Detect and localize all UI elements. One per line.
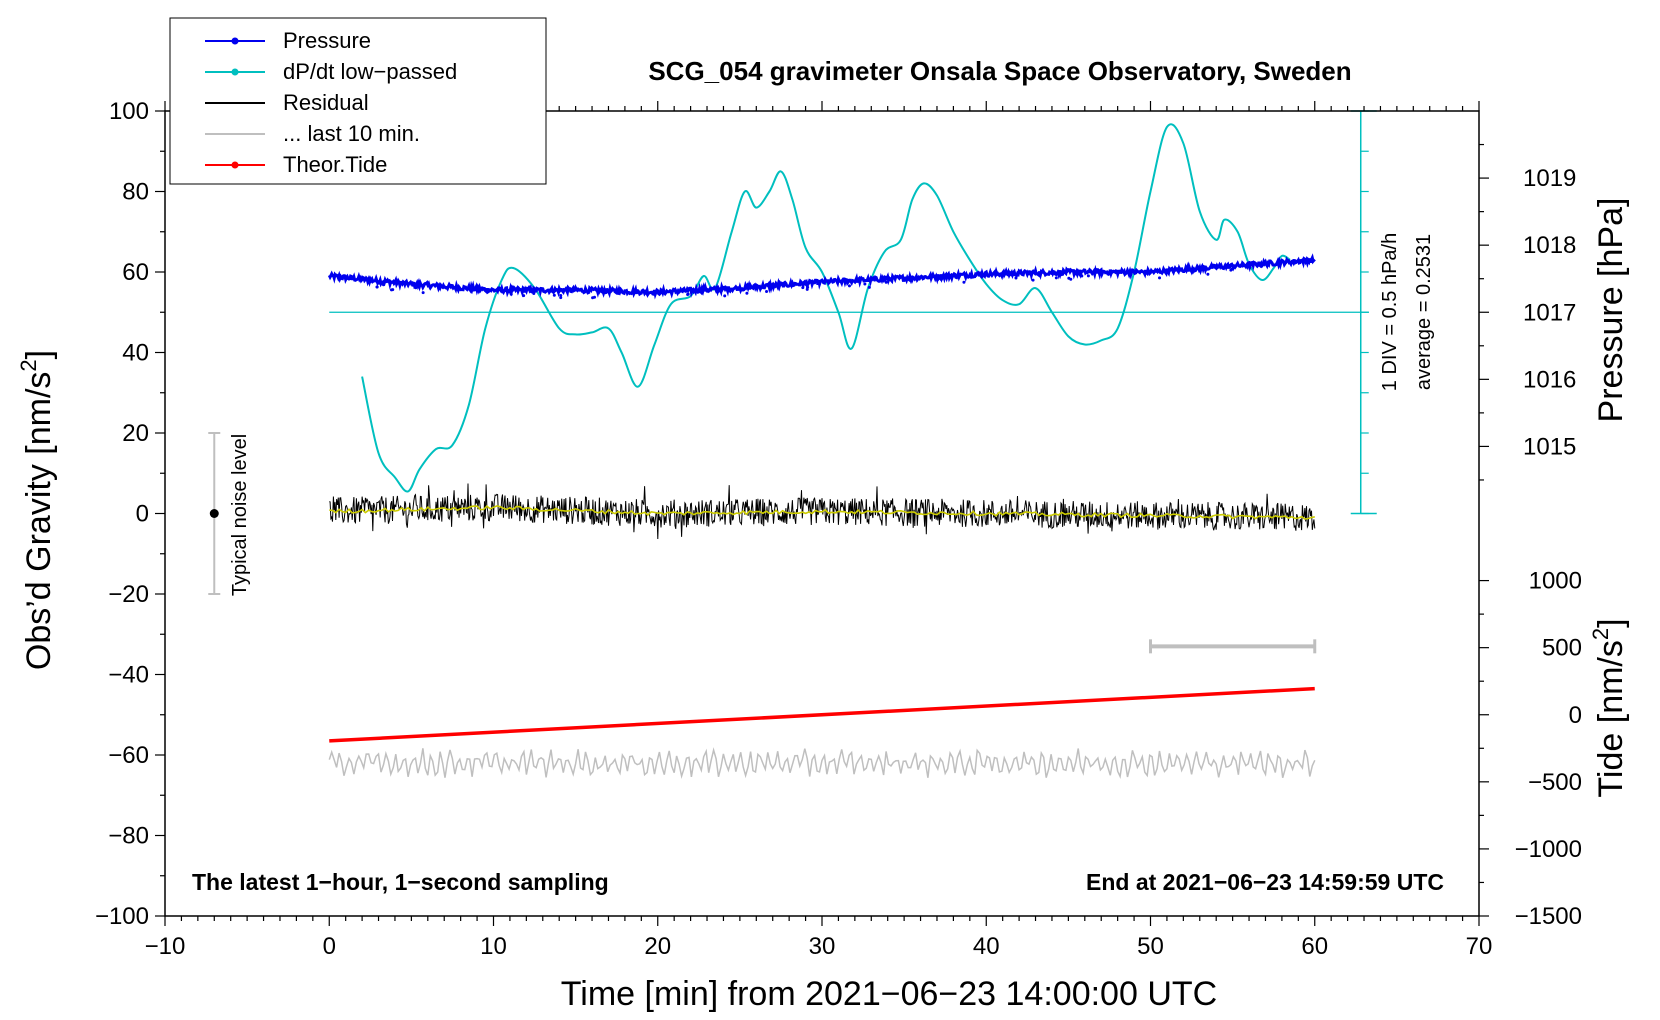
tide-tick-label: −1500 (1515, 903, 1582, 930)
legend-label-tide: Theor.Tide (283, 152, 387, 177)
pressure-outlier-point (867, 285, 871, 289)
x-tick-label: 60 (1301, 933, 1328, 960)
pressure-outlier-point (552, 293, 556, 297)
pressure-outlier-point (801, 286, 805, 290)
footer-left-note: The latest 1−hour, 1−second sampling (192, 869, 609, 895)
series-line-tide (329, 686, 1315, 743)
series-line-residual-smoothed (329, 505, 1315, 520)
series-line-last10 (328, 747, 1316, 780)
pressure-tick-label: 1018 (1523, 232, 1576, 259)
pressure-outlier-point (1229, 267, 1233, 271)
series-line-residual (329, 483, 1316, 540)
x-tick-label: 0 (323, 933, 336, 960)
legend-swatch-marker (231, 37, 239, 45)
x-tick-label: 50 (1137, 933, 1164, 960)
pressure-outlier-point (805, 287, 809, 291)
pressure-tick-label: 1016 (1523, 366, 1576, 393)
x-tick-label: 30 (809, 933, 836, 960)
pressure-outlier-point (1014, 276, 1018, 280)
legend-swatch-marker (231, 68, 239, 76)
legend-swatch-marker (231, 161, 239, 169)
pressure-tick-label: 1015 (1523, 433, 1576, 460)
dpdt-scale-label: 1 DIV = 0.5 hPa/h (1379, 233, 1401, 391)
pressure-outlier-point (863, 282, 867, 286)
legend-entries (205, 37, 265, 169)
legend-label-dpdt: dP/dt low−passed (283, 59, 457, 84)
y-tick-label: 100 (109, 98, 149, 125)
legend-frame (169, 17, 547, 185)
legend-label-last10: ... last 10 min. (283, 121, 420, 146)
legend-label-pressure: Pressure (283, 28, 371, 53)
y-tick-label: 40 (122, 340, 149, 367)
y-tick-label: −20 (108, 581, 149, 608)
pressure-tick-label: 1019 (1523, 165, 1576, 192)
pressure-outlier-point (414, 286, 418, 290)
footer-right-note: End at 2021−06−23 14:59:59 UTC (1086, 869, 1444, 895)
pressure-outlier-point (421, 291, 425, 295)
pressure-outlier-point (1054, 276, 1058, 280)
pressure-outlier-point (522, 294, 526, 298)
y-tick-label: 0 (136, 501, 149, 528)
pressure-outlier-point (389, 288, 393, 292)
axes-layer: −10 0 10 20 30 40 50 60 70−100−80−60−40−20020406… (95, 98, 1582, 960)
legend: Pressure dP/dt low−passed Residual ... l… (169, 17, 547, 185)
pressure-outlier-point (1069, 277, 1073, 281)
x-tick-label: 70 (1466, 933, 1493, 960)
pressure-outlier-point (884, 280, 888, 284)
tide-tick-label: −1000 (1515, 836, 1582, 863)
pressure-outlier-point (375, 285, 379, 289)
y-axis-title-tide: Tide [nm/s2] (1588, 618, 1630, 797)
pressure-outlier-point (1079, 273, 1083, 277)
y-axis-title-pressure: Pressure [hPa] (1592, 198, 1630, 423)
y-tick-label: 60 (122, 259, 149, 286)
x-tick-label: 40 (973, 933, 1000, 960)
y-tick-label: −100 (95, 903, 149, 930)
pressure-outlier-point (765, 289, 769, 293)
pressure-outlier-point (532, 292, 536, 296)
pressure-outlier-point (559, 296, 563, 300)
x-axis-title: Time [min] from 2021−06−23 14:00:00 UTC (561, 975, 1217, 1013)
x-tick-label: 10 (480, 933, 507, 960)
pressure-outlier-point (686, 292, 690, 296)
pressure-outlier-point (1158, 276, 1162, 280)
pressure-outlier-point (381, 283, 385, 287)
pressure-outlier-point (509, 292, 513, 296)
series-line-pressure (327, 253, 1316, 300)
pressure-outlier-point (1031, 278, 1035, 282)
y-tick-label: −80 (108, 823, 149, 850)
y-tick-label: −40 (108, 662, 149, 689)
pressure-outlier-point (745, 291, 749, 295)
pressure-tick-label: 1017 (1523, 299, 1576, 326)
legend-label-residual: Residual (283, 90, 369, 115)
plot-layer (208, 110, 1377, 780)
noise-bar-center (209, 509, 219, 518)
series-line-dpdt (361, 123, 1291, 493)
chart-title: SCG_054 gravimeter Onsala Space Observat… (648, 56, 1351, 86)
noise-level-label: Typical noise level (229, 434, 251, 596)
pressure-outlier-point (1206, 272, 1210, 276)
y-tick-label: 80 (122, 179, 149, 206)
pressure-outlier-point (1086, 274, 1090, 278)
tide-tick-label: 1000 (1529, 568, 1582, 595)
pressure-outlier-point (591, 296, 595, 300)
x-tick-label: −10 (145, 933, 186, 960)
y-tick-label: −60 (108, 742, 149, 769)
tide-tick-label: 0 (1569, 702, 1582, 729)
pressure-outlier-point (559, 294, 563, 298)
tide-tick-label: −500 (1528, 769, 1582, 796)
pressure-outlier-point (847, 284, 851, 288)
y-tick-label: 20 (122, 420, 149, 447)
pressure-outlier-point (723, 294, 727, 298)
pressure-outlier-point (962, 280, 966, 284)
tide-tick-label: 500 (1542, 635, 1582, 662)
x-tick-label: 20 (644, 933, 671, 960)
dpdt-average-label: average = 0.2531 (1413, 234, 1435, 390)
y-axis-title-left: Obs’d Gravity [nm/s2] (16, 350, 58, 670)
